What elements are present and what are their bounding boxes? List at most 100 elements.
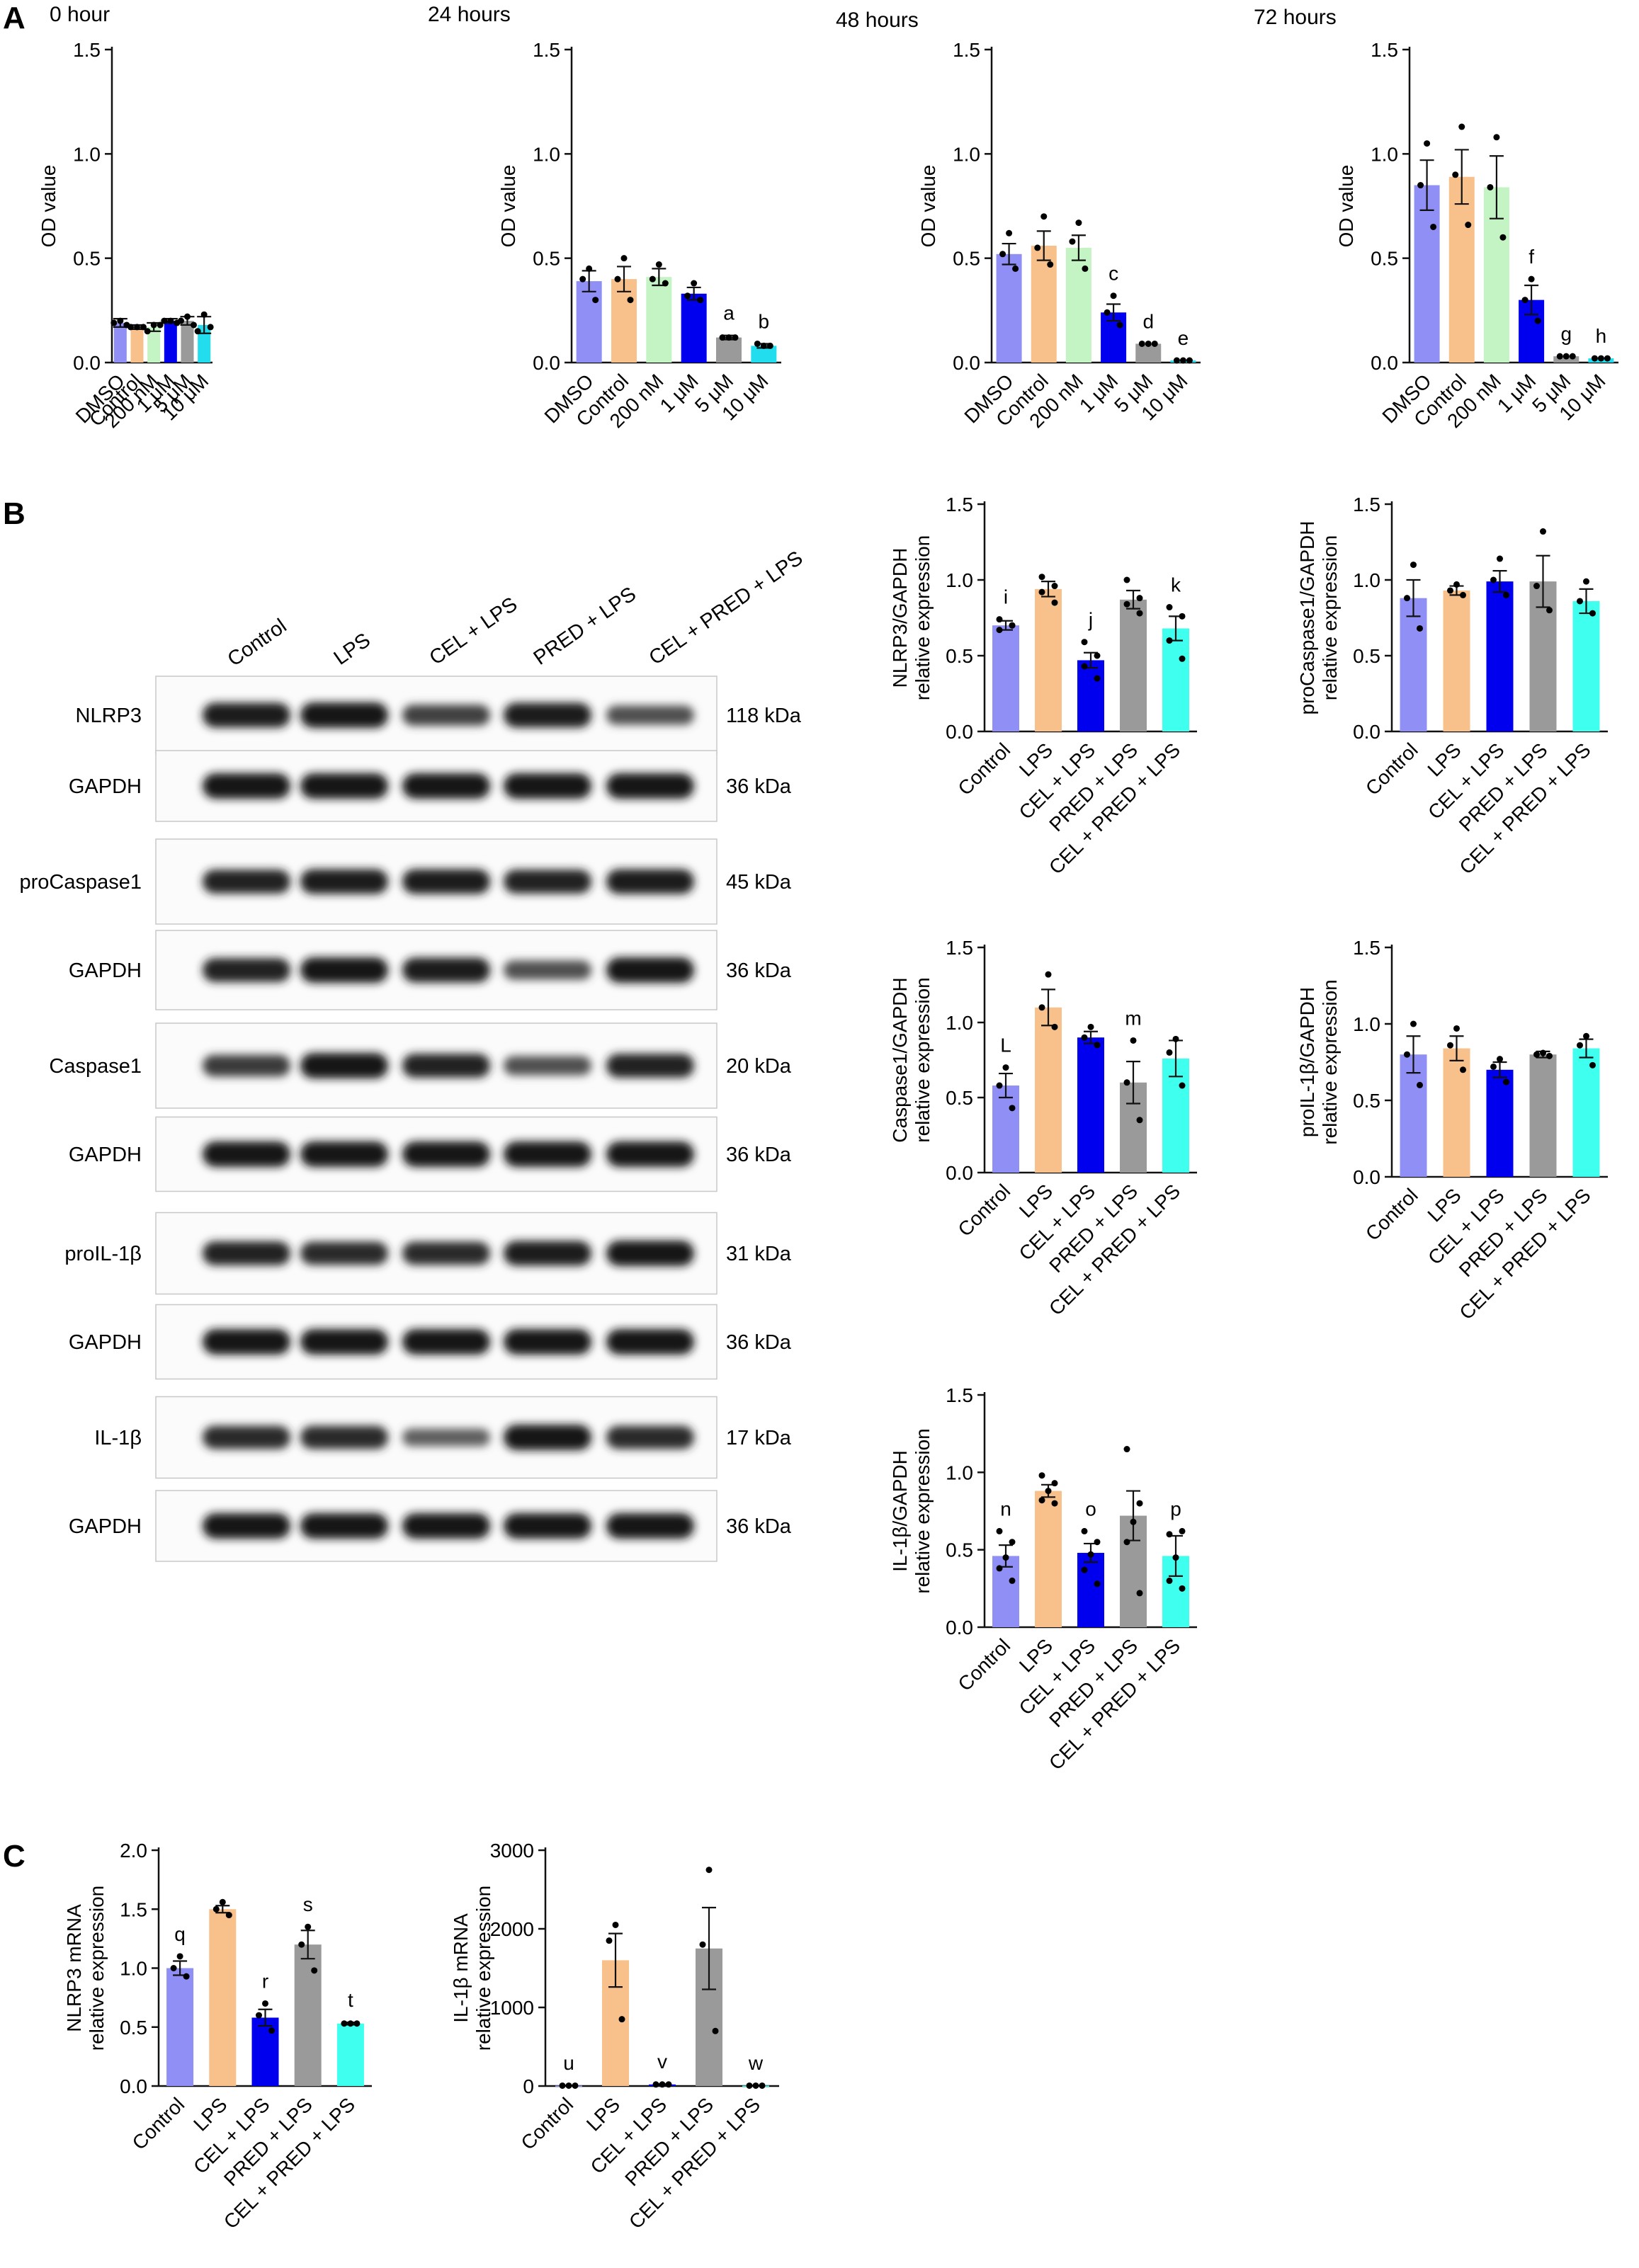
data-point (1038, 1472, 1045, 1479)
y-tick-label: 1.5 (953, 39, 980, 61)
chart-title: 24 hours (428, 3, 511, 26)
blot-band (300, 1141, 388, 1167)
data-point (586, 265, 593, 272)
data-point (649, 275, 656, 283)
blot-kda-label: 45 kDa (726, 871, 792, 894)
data-point (996, 627, 1003, 634)
data-point (157, 321, 164, 329)
y-axis-label-line: relative expression (1319, 535, 1341, 700)
bar (1486, 581, 1514, 731)
blot-band (203, 702, 290, 728)
chart-title: 0 hour (50, 3, 110, 26)
significance-label: p (1170, 1498, 1181, 1520)
data-point (1051, 1023, 1058, 1030)
data-point (1110, 292, 1117, 300)
blot-row-label: IL-1β (94, 1427, 142, 1449)
chart-title: 72 hours (1254, 6, 1337, 29)
bar (611, 279, 637, 363)
bar (1035, 1491, 1062, 1627)
y-tick-label: 1.0 (1353, 1013, 1380, 1035)
y-axis-label-line: relative expression (86, 1886, 108, 2051)
y-axis-label-line: IL-1β/GAPDH (889, 1450, 911, 1572)
y-tick-label: 0.0 (73, 352, 101, 374)
data-point (665, 2081, 672, 2088)
y-tick-label: 1.0 (953, 143, 980, 165)
y-axis-label-line: relative expression (912, 1428, 934, 1593)
data-point (150, 321, 157, 329)
data-point (1453, 1025, 1460, 1032)
data-point (1166, 637, 1173, 644)
data-point (1051, 1500, 1058, 1507)
data-point (699, 1941, 706, 1948)
blot-band (203, 1425, 290, 1449)
y-tick-label: 0.5 (946, 1539, 973, 1561)
data-point (754, 340, 761, 347)
blot-band (300, 773, 388, 799)
data-point (1546, 1052, 1553, 1059)
data-point (353, 2020, 361, 2027)
bar (147, 326, 161, 363)
y-axis-label-line: NLRP3/GAPDH (889, 548, 911, 688)
data-point (766, 342, 773, 349)
y-tick-label: 0.5 (533, 248, 560, 270)
blot-kda-label: 36 kDa (726, 959, 792, 982)
data-point (311, 1967, 318, 1974)
y-tick-label: 1.5 (1371, 39, 1398, 61)
y-tick-label: 0.0 (946, 1617, 973, 1639)
blot-row: GAPDH 36 kDa (69, 1490, 792, 1562)
data-point (1179, 612, 1186, 620)
data-point (572, 2082, 579, 2089)
data-point (170, 1965, 177, 1971)
y-axis-label: NLRP3 mRNArelative expression (63, 1886, 108, 2051)
data-point (1136, 595, 1143, 602)
data-point (1081, 1566, 1088, 1573)
data-point (1034, 244, 1041, 251)
y-axis-label-line: relative expression (1319, 979, 1341, 1144)
y-axis-label: OD value (38, 165, 59, 248)
lane-label: Control (224, 615, 291, 671)
y-tick-label: 0.0 (1371, 352, 1398, 374)
lane-label: CEL + LPS (426, 593, 522, 669)
data-point (559, 2082, 566, 2089)
bar (1162, 628, 1189, 731)
y-axis-label-line: Caspase1/GAPDH (889, 977, 911, 1142)
data-point (207, 324, 214, 331)
bar (1448, 176, 1475, 363)
data-point (1087, 1551, 1094, 1558)
data-point (1130, 1518, 1137, 1525)
blot-band (606, 1329, 694, 1355)
data-point (662, 280, 669, 287)
y-tick-label: 1.0 (1353, 569, 1380, 591)
data-point (1589, 1061, 1596, 1069)
data-point (1002, 1064, 1009, 1071)
y-axis-label-line: NLRP3 mRNA (63, 1904, 85, 2032)
data-point (627, 297, 634, 304)
data-point (347, 2020, 354, 2027)
blot-band (402, 869, 490, 894)
data-point (1136, 610, 1143, 617)
blot-row-label: GAPDH (69, 1331, 142, 1354)
data-point (712, 2027, 719, 2034)
data-point (1173, 357, 1180, 364)
data-point (183, 1973, 190, 1980)
data-point (1047, 261, 1054, 268)
bar (1443, 1048, 1470, 1177)
blot-band (504, 1241, 591, 1266)
y-tick-label: 1000 (490, 1997, 534, 2019)
blot-row-label: proIL-1β (64, 1243, 142, 1265)
blot-band (402, 1054, 490, 1078)
blot-band (606, 957, 694, 983)
blot-row-label: NLRP3 (76, 705, 142, 727)
y-tick-label: 0.5 (73, 248, 101, 270)
y-axis-label: OD value (917, 165, 939, 248)
significance-label: h (1596, 325, 1607, 347)
significance-label: i (1004, 586, 1008, 608)
data-point (1172, 1035, 1179, 1042)
data-point (697, 297, 704, 304)
data-point (746, 2082, 753, 2089)
data-point (140, 324, 147, 331)
significance-label: d (1142, 310, 1154, 332)
